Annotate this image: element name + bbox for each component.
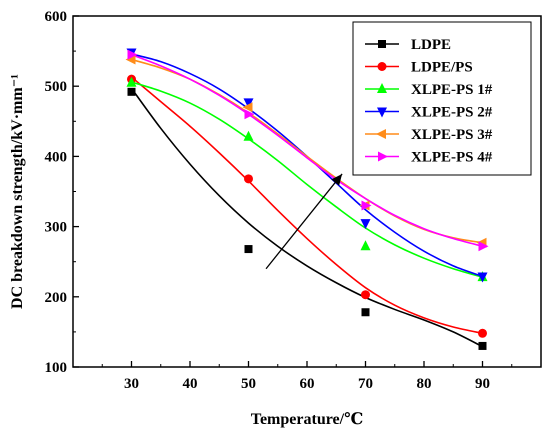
data-point-ldpe bbox=[478, 341, 487, 350]
legend-label: XLPE-PS 1# bbox=[411, 82, 493, 98]
legend-marker bbox=[377, 107, 387, 118]
fit-line-xlpe-ps-1- bbox=[131, 81, 483, 278]
legend-label: LDPE/PS bbox=[411, 60, 473, 76]
x-tick-label: 40 bbox=[183, 376, 198, 392]
data-point-ldpe-ps bbox=[478, 328, 487, 338]
x-tick-label: 90 bbox=[475, 376, 490, 392]
data-markers bbox=[125, 48, 489, 350]
legend-label: XLPE-PS 4# bbox=[411, 150, 493, 166]
trend-arrow bbox=[265, 173, 343, 270]
fit-line-ldpe bbox=[130, 87, 483, 348]
y-tick-label: 200 bbox=[45, 290, 68, 306]
y-tick-label: 100 bbox=[45, 360, 68, 376]
data-point-xlpe-ps-1- bbox=[243, 130, 254, 141]
legend-label: XLPE-PS 3# bbox=[411, 127, 493, 143]
y-axis-title: DC breakdown strength/kV·mm⁻¹ bbox=[9, 74, 26, 309]
data-point-xlpe-ps-2- bbox=[360, 219, 371, 230]
legend-marker bbox=[377, 62, 387, 71]
data-point-xlpe-ps-4- bbox=[127, 49, 138, 60]
data-point-xlpe-ps-2- bbox=[477, 272, 488, 283]
data-point-xlpe-ps-3- bbox=[125, 54, 136, 65]
data-point-xlpe-ps-4- bbox=[244, 109, 255, 120]
legend-label: LDPE bbox=[411, 37, 451, 53]
y-tick-label: 600 bbox=[45, 9, 68, 25]
data-point-xlpe-ps-4- bbox=[361, 200, 372, 211]
legend-marker bbox=[378, 40, 386, 48]
data-point-xlpe-ps-3- bbox=[242, 102, 253, 113]
legend: LDPE LDPE/PS XLPE-PS 1# XLPE-PS 2# XLPE-PS 3… bbox=[352, 21, 532, 176]
legend-marker bbox=[378, 151, 388, 162]
x-tick-label: 80 bbox=[417, 376, 432, 392]
x-tick-label: 60 bbox=[300, 376, 315, 392]
legend-box bbox=[352, 21, 532, 176]
legend-marker bbox=[377, 83, 387, 93]
data-point-xlpe-ps-4- bbox=[478, 241, 489, 252]
data-point-xlpe-ps-1- bbox=[360, 240, 371, 251]
data-point-ldpe-ps bbox=[244, 174, 253, 184]
data-point-ldpe-ps bbox=[361, 290, 370, 300]
data-point-xlpe-ps-1- bbox=[126, 76, 137, 87]
y-tick-label: 500 bbox=[45, 79, 68, 95]
x-tick-label: 70 bbox=[358, 376, 373, 392]
fit-line-xlpe-ps-4- bbox=[131, 53, 483, 248]
data-point-ldpe bbox=[361, 308, 370, 317]
y-tick-label: 300 bbox=[45, 220, 68, 236]
y-tick-label: 400 bbox=[45, 149, 68, 165]
data-point-ldpe bbox=[244, 245, 253, 254]
arrow-shaft bbox=[265, 173, 343, 270]
arrow-head bbox=[331, 173, 343, 186]
data-point-xlpe-ps-2- bbox=[243, 98, 254, 109]
axes: 30 40 50 60 70 80 90 100 200 300 400 500 600 bbox=[45, 9, 542, 392]
fit-lines bbox=[130, 53, 483, 348]
legend-marker bbox=[376, 129, 386, 139]
x-axis-title: Temperature/℃ bbox=[251, 411, 364, 428]
x-tick-label: 50 bbox=[241, 376, 256, 392]
data-point-ldpe bbox=[127, 87, 136, 96]
legend-label: XLPE-PS 2# bbox=[411, 105, 493, 121]
fit-line-ldpe-ps bbox=[130, 76, 483, 335]
x-tick-label: 30 bbox=[124, 376, 139, 392]
